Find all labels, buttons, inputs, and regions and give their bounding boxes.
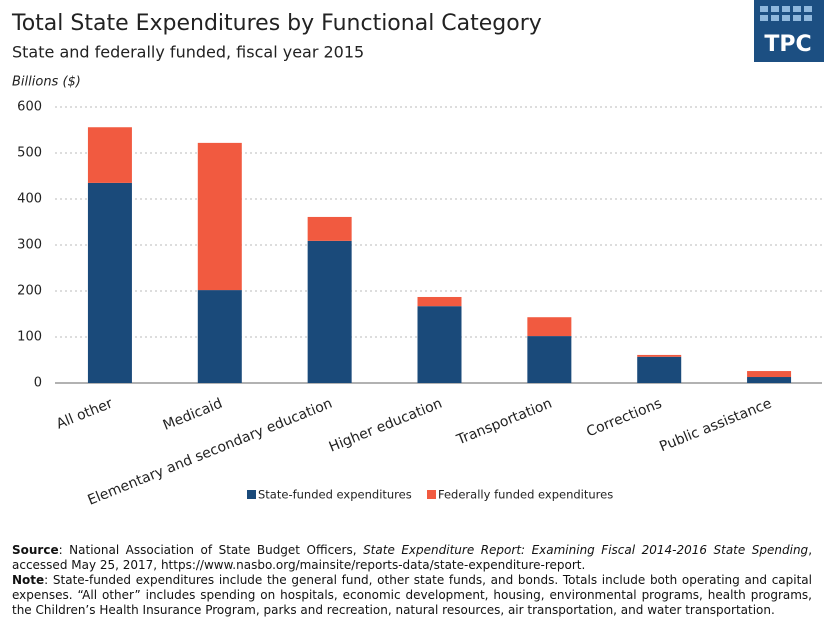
logo-text: TPC xyxy=(764,32,811,57)
bar-segment xyxy=(527,336,572,383)
y-tick-label: 200 xyxy=(17,284,42,299)
y-tick-label: 0 xyxy=(34,376,42,391)
source-title: State Expenditure Report: Examining Fisc… xyxy=(363,543,809,557)
y-tick-label: 300 xyxy=(17,238,42,253)
bar-segment xyxy=(307,240,352,383)
y-tick-label: 600 xyxy=(17,100,42,115)
source-text: , accessed May 25, 2017, https://www.nas… xyxy=(12,543,813,572)
legend-swatch xyxy=(247,490,256,499)
source-label: Source xyxy=(12,543,59,557)
bar-segment xyxy=(747,377,792,383)
x-tick-label: Corrections xyxy=(584,396,664,441)
y-tick-label: 500 xyxy=(17,146,42,161)
y-tick-label: 400 xyxy=(17,192,42,207)
legend-label: Federally funded expenditures xyxy=(438,488,613,502)
source-text: : National Association of State Budget O… xyxy=(58,543,364,557)
note-text: : State-funded expenditures include the … xyxy=(12,573,812,617)
bar-segment xyxy=(197,290,242,383)
y-tick-label: 100 xyxy=(17,330,42,345)
bar-segment xyxy=(307,216,352,241)
chart-subtitle: State and federally funded, fiscal year … xyxy=(12,43,364,62)
note-label: Note xyxy=(12,573,45,587)
bar-segment xyxy=(637,356,682,383)
source-note: Source: National Association of State Bu… xyxy=(12,543,812,573)
logo-squares xyxy=(760,6,812,21)
x-tick-label: All other xyxy=(54,395,115,432)
notes: Source: National Association of State Bu… xyxy=(12,543,812,618)
bar-segment xyxy=(637,354,682,357)
bar-segment xyxy=(197,142,242,291)
legend-swatch xyxy=(427,490,436,499)
bar-segment xyxy=(417,306,462,383)
legend-label: State-funded expenditures xyxy=(258,488,412,502)
bar-segment xyxy=(747,371,792,378)
bar-segment xyxy=(417,296,462,307)
y-axis-label: Billions ($) xyxy=(12,75,81,90)
x-tick-label: Public assistance xyxy=(657,396,774,456)
x-tick-label: Transportation xyxy=(454,396,555,449)
chart-title: Total State Expenditures by Functional C… xyxy=(11,11,542,36)
chart: Total State Expenditures by Functional C… xyxy=(11,0,824,509)
x-tick-label: Medicaid xyxy=(161,396,225,434)
bar-segment xyxy=(527,317,572,337)
logo: TPC xyxy=(754,0,824,62)
bar-segment xyxy=(87,182,132,383)
x-tick-label: Higher education xyxy=(327,396,445,456)
bar-segment xyxy=(87,127,132,183)
note: Note: State-funded expenditures include … xyxy=(12,573,812,618)
